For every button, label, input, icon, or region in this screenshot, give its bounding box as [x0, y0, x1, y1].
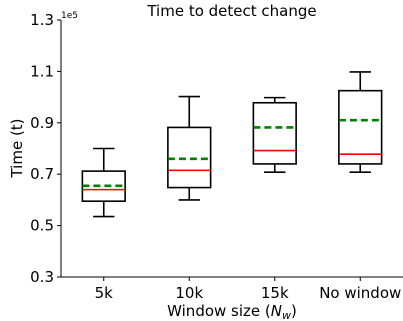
y-tick-label: 0.3: [30, 268, 54, 286]
y-axis-ticks: 0.3 0.5 0.7 0.9 1.1 1.3: [30, 11, 61, 286]
box-4: [338, 71, 383, 173]
chart-title: Time to detect change: [146, 2, 316, 20]
x-tick-label: No window: [319, 284, 401, 302]
y-tick-label: 1.1: [30, 62, 54, 80]
x-tick-label: 15k: [261, 284, 289, 302]
x-tick-label: 5k: [95, 284, 114, 302]
y-tick-label: 1.3: [30, 11, 54, 29]
y-axis-label: Time (t): [8, 118, 26, 178]
x-axis-label-subscript: w: [282, 309, 291, 321]
iqr-box: [252, 101, 297, 165]
plot-area: [81, 71, 383, 218]
box-1: [81, 147, 126, 218]
x-tick-label: 10k: [175, 284, 203, 302]
y-tick-label: 0.7: [30, 165, 54, 183]
x-axis-label: Window size (Nw): [167, 302, 297, 321]
x-axis-label-text: Window size (: [167, 302, 271, 320]
y-axis-offset-label: 1e5: [61, 11, 78, 21]
box-3: [252, 96, 297, 173]
x-axis-label-close: ): [291, 302, 297, 320]
iqr-box: [338, 89, 383, 165]
x-axis-ticks: 5k 10k 15k No window: [95, 277, 401, 302]
x-axis-label-symbol: N: [271, 302, 282, 320]
y-tick-label: 0.9: [30, 114, 54, 132]
y-tick-label: 0.5: [30, 217, 54, 235]
box-2: [167, 95, 212, 201]
